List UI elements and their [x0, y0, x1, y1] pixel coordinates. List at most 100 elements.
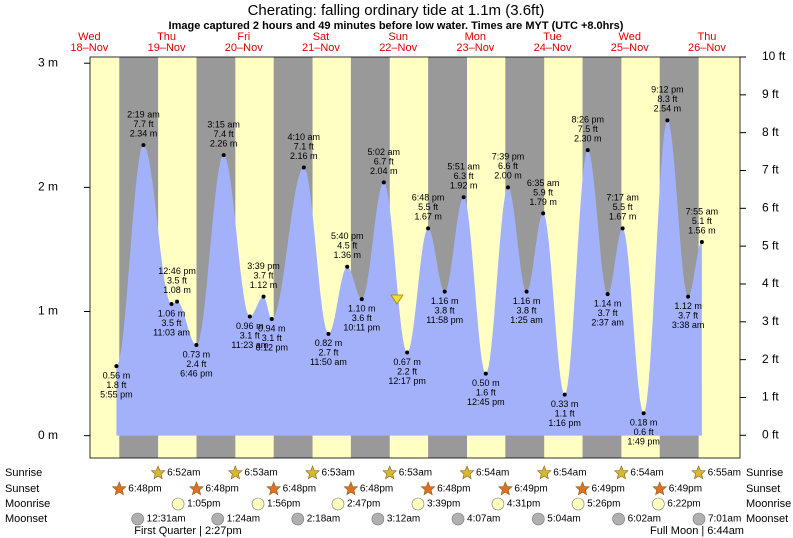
row-label: Moonset [746, 513, 788, 525]
tide-label: 2.2 ft [397, 366, 418, 376]
sunrise-icon [613, 465, 629, 480]
moonrise-icon [491, 497, 505, 511]
tide-label: 0.67 m [393, 357, 421, 367]
tide-label: 0.96 m [236, 321, 264, 331]
tide-label: 7.7 ft [133, 119, 154, 129]
sunrise-icon [150, 465, 166, 480]
moonrise-icon [571, 497, 585, 511]
tide-label: 2.34 m [130, 129, 158, 139]
tide-label: 2.04 m [370, 166, 398, 176]
date-label: 25–Nov [611, 42, 649, 54]
sunset-icon [497, 481, 513, 496]
tide-label: 7:17 am [606, 193, 639, 203]
tide-area [116, 120, 702, 436]
row-label: Moonset [5, 513, 47, 525]
tide-point [442, 289, 447, 294]
tide-point [524, 289, 529, 294]
tide-label: 1:16 pm [548, 418, 581, 428]
sunrise-time: 6:55am [708, 468, 741, 479]
tide-point [345, 264, 350, 269]
tide-point [605, 292, 610, 297]
moonset-icon [131, 512, 144, 526]
date-label: 20–Nov [225, 42, 263, 54]
tide-label: 3.7 ft [598, 308, 619, 318]
y2-tick-label: 8 ft [762, 125, 779, 139]
tide-point [641, 411, 646, 416]
sunset-time: 6:49pm [592, 484, 625, 495]
moonrise-icon [651, 497, 665, 511]
row-label: Moonrise [5, 498, 50, 510]
moonset-time: 7:01am [708, 514, 741, 525]
tide-point [169, 302, 174, 307]
moonrise-time: 1:56pm [267, 499, 300, 510]
tide-label: 7.5 ft [578, 124, 599, 134]
moonset-time: 1:24am [227, 514, 260, 525]
tide-point [326, 331, 331, 336]
tide-point [359, 297, 364, 302]
tide-point [301, 165, 306, 170]
chart-title: Cherating: falling ordinary tide at 1.1m… [248, 2, 545, 19]
tide-label: 8.3 ft [657, 94, 678, 104]
tide-label: 1.67 m [414, 212, 442, 222]
tide-label: 1:25 am [510, 315, 543, 325]
tide-label: 5.5 ft [418, 202, 439, 212]
weekday-label: Thu [157, 31, 176, 43]
weekday-label: Mon [465, 31, 486, 43]
sunset-icon [111, 481, 127, 496]
sunset-time: 6:48pm [360, 484, 393, 495]
now-marker [390, 294, 404, 305]
tide-label: 6:48 pm [412, 193, 445, 203]
tide-point [686, 294, 691, 299]
tide-label: 0.50 m [472, 378, 500, 388]
sunrise-time: 6:52am [167, 468, 200, 479]
tide-label: 12:46 pm [158, 266, 196, 276]
tide-point [221, 153, 226, 158]
tide-point [261, 294, 266, 299]
tide-label: 5:02 am [368, 147, 401, 157]
weekday-label: Sat [313, 31, 330, 43]
sunset-icon [575, 481, 590, 496]
tide-label: 1:49 pm [627, 437, 660, 447]
tide-label: 5.5 ft [613, 202, 634, 212]
tide-label: 2.7 ft [318, 348, 339, 358]
y2-tick-label: 0 ft [762, 427, 779, 441]
date-label: 26–Nov [688, 42, 726, 54]
sunset-icon [189, 481, 204, 496]
sunset-time: 6:48pm [283, 484, 316, 495]
tide-point [665, 118, 670, 123]
moonset-time: 12:31am [147, 514, 186, 525]
tide-label: 2.00 m [494, 171, 522, 181]
tide-label: 1.6 ft [476, 387, 497, 397]
y2-tick-label: 7 ft [762, 163, 779, 177]
moon-phase: Full Moon | 6:44am [650, 525, 744, 537]
tide-label: 5.9 ft [533, 187, 554, 197]
tide-point [426, 226, 431, 231]
row-label: Sunrise [5, 467, 42, 479]
tide-label: 7:55 am [686, 206, 719, 216]
tide-point [269, 316, 274, 321]
sunset-icon [266, 481, 282, 496]
y2-tick-label: 2 ft [762, 352, 779, 366]
moonrise-icon [171, 497, 185, 511]
y2-tick-label: 3 ft [762, 314, 779, 328]
tide-label: 11:50 am [310, 357, 347, 367]
weekday-label: Fri [237, 31, 250, 43]
weekday-label: Wed [619, 31, 641, 43]
tide-point [562, 392, 567, 397]
moon-phase: First Quarter | 2:27pm [134, 525, 241, 537]
tide-point [620, 226, 625, 231]
tide-point [699, 239, 704, 244]
moonrise-icon [251, 497, 265, 511]
sunrise-time: 6:53am [244, 468, 277, 479]
plot-area: 0.56 m1.8 ft5:55 pm 2:19 am7.7 ft2.34 m 1.… [38, 31, 786, 526]
moonset-icon [612, 512, 625, 526]
moonrise-time: 3:39pm [427, 499, 460, 510]
tide-label: 2.30 m [574, 133, 602, 143]
tide-label: 5:55 pm [100, 390, 133, 400]
moonrise-time: 2:47pm [347, 499, 380, 510]
sunrise-icon [227, 465, 243, 480]
tide-point [194, 343, 199, 348]
date-label: 23–Nov [456, 42, 494, 54]
tide-label: 0.56 m [103, 371, 131, 381]
